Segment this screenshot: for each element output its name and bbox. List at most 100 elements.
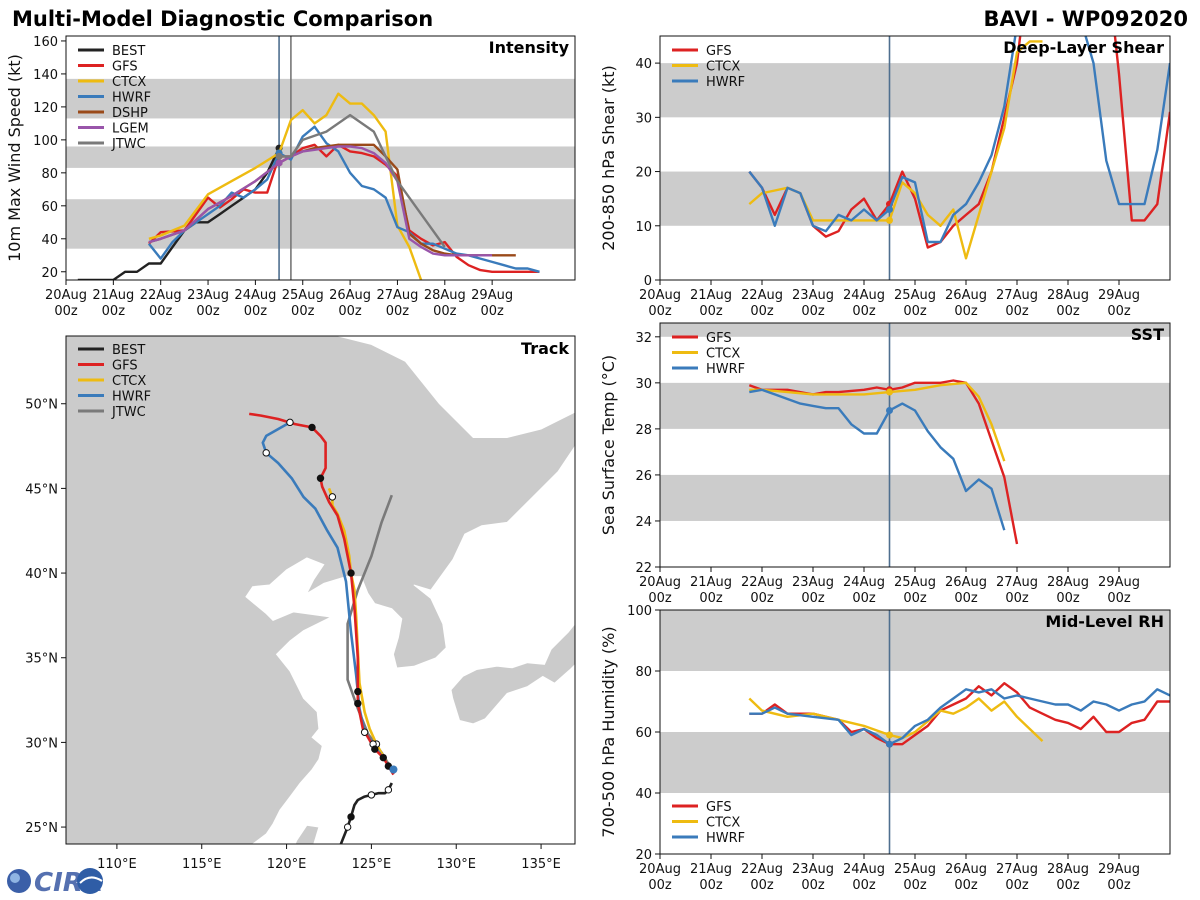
- x-tick-line: 00z: [699, 304, 723, 319]
- x-tick-label: 22Aug 00z: [741, 288, 783, 319]
- x-tick-line: 21Aug: [690, 862, 732, 877]
- x-tick-line: 24Aug: [234, 288, 276, 303]
- y-tick-label: 140: [33, 68, 58, 83]
- x-tick-label: 27Aug 00z: [996, 862, 1038, 893]
- legend-label: GFS: [706, 44, 732, 59]
- x-tick-label: 27Aug 00z: [376, 288, 418, 319]
- y-tick-label: 25°N: [25, 821, 58, 836]
- x-tick-label: 27Aug 00z: [996, 288, 1038, 319]
- x-tick-line: 29Aug: [1098, 288, 1140, 303]
- x-tick-label: 24Aug 00z: [843, 288, 885, 319]
- land-mainland: [66, 336, 575, 844]
- x-tick-line: 28Aug: [424, 288, 466, 303]
- track-point-gfs: [308, 423, 316, 432]
- x-tick-label: 22Aug 00z: [741, 862, 783, 893]
- x-tick-line: 00z: [1005, 304, 1029, 319]
- x-tick-line: 23Aug: [187, 288, 229, 303]
- x-tick-line: 00z: [801, 878, 825, 893]
- y-axis-label: 700-500 hPa Humidity (%): [599, 626, 618, 837]
- panel-track: 110°E 115°E 120°E 125°E 130°E 135°E 25°N 30°N 35…: [25, 335, 576, 872]
- x-tick-line: 22Aug: [741, 288, 783, 303]
- x-tick-line: 28Aug: [1047, 575, 1089, 590]
- series-group: [748, 379, 1019, 545]
- point-ctcx: [886, 731, 893, 739]
- legend-label: DSHP: [112, 106, 148, 121]
- x-tick-label: 29Aug 00z: [1098, 862, 1140, 893]
- x-tick-line: 00z: [852, 878, 876, 893]
- series-gfs: [148, 143, 540, 273]
- x-tick-line: 00z: [1005, 878, 1029, 893]
- x-tick-line: 00z: [750, 591, 774, 606]
- x-tick-line: 25Aug: [894, 575, 936, 590]
- y-tick-label: 24: [635, 515, 652, 530]
- x-tick-line: 00z: [338, 304, 362, 319]
- legend-label: HWRF: [112, 390, 151, 405]
- x-tick-label: 25Aug 00z: [894, 862, 936, 893]
- y-tick-label: 80: [635, 665, 652, 680]
- legend-label: JTWC: [111, 405, 146, 420]
- series-ctcx: [748, 697, 1044, 742]
- x-tick-label: 21Aug 00z: [690, 288, 732, 319]
- x-tick-line: 00z: [852, 304, 876, 319]
- y-tick-label: 60: [41, 200, 58, 215]
- track-point-hwrf: [360, 728, 369, 736]
- track-point-hwrf: [286, 418, 294, 427]
- y-tick-label: 40: [635, 787, 652, 802]
- x-tick-label: 26Aug 00z: [945, 288, 987, 319]
- y-tick-label: 32: [635, 331, 652, 346]
- x-tick-line: 00z: [433, 304, 457, 319]
- x-tick-line: 25Aug: [282, 288, 324, 303]
- point-lgem: [275, 159, 283, 167]
- x-tick-line: 00z: [1107, 591, 1131, 606]
- plot-frame: [65, 35, 576, 281]
- point-hwrf: [886, 406, 893, 414]
- panel-title: Intensity: [489, 38, 570, 57]
- legend-label: BEST: [112, 343, 145, 358]
- x-tick-label: 125°E: [352, 857, 392, 872]
- y-tick-label: 35°N: [25, 652, 58, 667]
- y-tick-label: 50°N: [25, 398, 58, 413]
- x-tick-line: 24Aug: [843, 575, 885, 590]
- x-tick-line: 00z: [386, 304, 410, 319]
- x-tick-label: 21Aug 00z: [690, 575, 732, 606]
- series-group: [748, 682, 1170, 748]
- x-tick-line: 00z: [648, 591, 672, 606]
- point-jtwc: [275, 152, 283, 160]
- x-tick-line: 00z: [750, 878, 774, 893]
- x-tick-line: 00z: [648, 878, 672, 893]
- x-tick-label: 28Aug 00z: [1047, 288, 1089, 319]
- y-tick-label: 20: [41, 266, 58, 281]
- storm-id: BAVI - WP092020: [984, 7, 1188, 31]
- x-tick-line: 21Aug: [92, 288, 134, 303]
- x-tick-line: 27Aug: [376, 288, 418, 303]
- plot-frame: [659, 322, 1171, 568]
- x-tick-label: 20Aug 00z: [45, 288, 87, 319]
- legend-label: HWRF: [706, 75, 745, 90]
- x-tick-label: 130°E: [436, 857, 476, 872]
- series-group: [748, 36, 1170, 260]
- y-tick-label: 160: [33, 35, 58, 50]
- x-tick-label: 110°E: [97, 857, 137, 872]
- y-tick-label: 0: [644, 274, 652, 289]
- x-tick-line: 26Aug: [945, 288, 987, 303]
- legend-label: CTCX: [112, 75, 146, 90]
- y-tick-label: 120: [33, 101, 58, 116]
- x-tick-line: 21Aug: [690, 288, 732, 303]
- x-tick-label: 27Aug 00z: [996, 575, 1038, 606]
- series-hwrf: [749, 688, 1170, 746]
- x-tick-label: 20Aug 00z: [639, 288, 681, 319]
- x-tick-line: 21Aug: [690, 575, 732, 590]
- track-point-gfs: [379, 753, 387, 762]
- x-tick-line: 20Aug: [45, 288, 87, 303]
- x-tick-line: 29Aug: [1098, 862, 1140, 877]
- plot-frame: [659, 35, 1171, 281]
- band: [66, 78, 575, 119]
- track-point-best: [384, 786, 393, 794]
- x-tick-label: 115°E: [182, 857, 222, 872]
- map-layer: [66, 336, 575, 844]
- track-point-gfs: [354, 687, 362, 696]
- y-tick-label: 40: [635, 57, 652, 72]
- swirl-mark: [79, 876, 103, 884]
